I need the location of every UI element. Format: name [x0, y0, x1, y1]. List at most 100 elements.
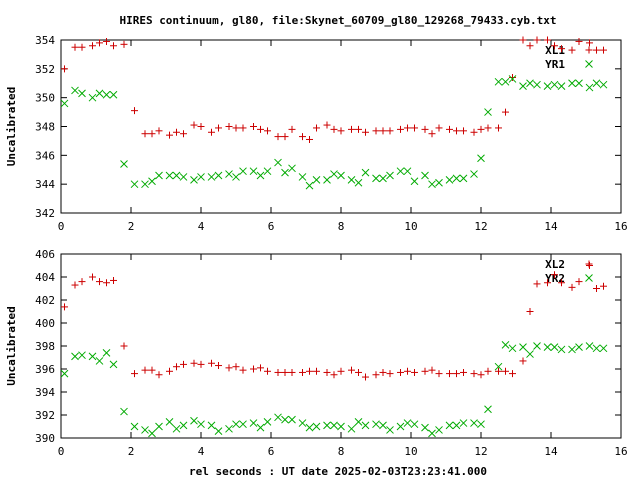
data-point — [435, 426, 443, 434]
data-point — [298, 419, 307, 427]
data-point — [600, 282, 607, 290]
data-point — [337, 127, 345, 135]
data-point — [225, 364, 233, 372]
data-point — [110, 42, 117, 50]
data-point — [477, 125, 485, 133]
data-point — [379, 127, 387, 135]
y-tick-label: 352 — [35, 63, 55, 76]
data-point — [225, 123, 233, 130]
data-point — [460, 127, 467, 135]
data-point — [568, 283, 576, 291]
y-axis-label: Uncalibrated — [5, 87, 18, 166]
data-point — [71, 43, 79, 51]
data-point — [470, 370, 478, 378]
plot-frame — [60, 39, 622, 214]
data-point — [348, 366, 355, 374]
data-point — [362, 373, 369, 381]
data-point — [197, 173, 205, 181]
y-tick-label: 398 — [35, 340, 55, 353]
y-tick-label: 394 — [35, 386, 55, 399]
data-point — [460, 368, 467, 376]
data-point — [411, 124, 418, 132]
data-point — [197, 360, 205, 368]
legend-marker-yr2 — [585, 274, 593, 282]
data-point — [526, 308, 534, 315]
data-point — [397, 125, 404, 133]
data-point — [141, 426, 149, 434]
data-point — [180, 130, 187, 138]
y-tick-label: 348 — [35, 121, 55, 134]
data-point — [96, 278, 103, 286]
data-point — [477, 371, 485, 379]
data-point — [533, 342, 541, 350]
data-point — [435, 178, 443, 187]
data-point — [428, 429, 436, 438]
data-point — [165, 418, 174, 426]
legend-label-yr2: YR2 — [545, 272, 565, 285]
y-tick-label: 354 — [35, 34, 55, 47]
data-point — [257, 125, 264, 133]
data-point — [141, 366, 149, 374]
data-point — [379, 174, 387, 183]
data-point — [299, 133, 306, 141]
data-point — [298, 173, 307, 181]
data-point — [214, 427, 223, 435]
x-tick-label: 2 — [128, 220, 135, 233]
data-point — [453, 127, 460, 135]
data-point — [274, 133, 282, 141]
data-point — [435, 124, 443, 132]
data-point — [96, 39, 103, 47]
data-point — [232, 173, 240, 181]
data-point — [313, 124, 320, 132]
data-point — [89, 42, 96, 50]
data-point — [533, 36, 541, 44]
data-point — [396, 422, 405, 431]
data-point — [312, 422, 321, 431]
series-yr2 — [60, 340, 608, 438]
x-axis-label: rel seconds : UT date 2025-02-03T23:23:4… — [189, 465, 487, 478]
data-point — [558, 279, 565, 287]
data-point — [155, 422, 163, 431]
x-tick-label: 16 — [614, 220, 627, 233]
data-point — [330, 125, 338, 133]
data-point — [354, 178, 363, 187]
data-point — [225, 170, 233, 178]
data-point — [526, 79, 534, 88]
legend-marker-yr1 — [585, 60, 593, 68]
data-point — [403, 167, 412, 176]
data-point — [519, 82, 527, 90]
data-point — [208, 359, 215, 367]
data-point — [557, 345, 566, 354]
data-point — [71, 352, 79, 361]
data-point — [148, 429, 156, 438]
data-point — [557, 82, 566, 90]
data-point — [120, 342, 128, 350]
data-point — [110, 276, 117, 284]
data-point — [355, 368, 362, 376]
data-point — [459, 419, 468, 427]
data-point — [411, 368, 418, 376]
data-point — [95, 357, 104, 365]
data-point — [148, 366, 156, 374]
data-point — [305, 181, 314, 190]
data-point — [148, 130, 156, 138]
data-point — [568, 345, 576, 354]
data-point — [78, 43, 86, 51]
data-point — [428, 180, 436, 189]
data-point — [172, 171, 181, 180]
series-yr1 — [60, 75, 608, 190]
data-point — [256, 171, 265, 180]
data-point — [215, 124, 222, 132]
data-point — [78, 351, 86, 360]
x-tick-label: 2 — [128, 445, 135, 458]
data-point — [470, 128, 478, 136]
data-point — [543, 343, 552, 352]
data-point — [264, 127, 271, 135]
data-point — [214, 171, 223, 180]
data-point — [239, 366, 247, 374]
data-point — [533, 80, 541, 89]
data-point — [544, 36, 551, 44]
data-point — [103, 37, 110, 45]
data-point — [484, 367, 492, 375]
data-point — [323, 421, 331, 430]
